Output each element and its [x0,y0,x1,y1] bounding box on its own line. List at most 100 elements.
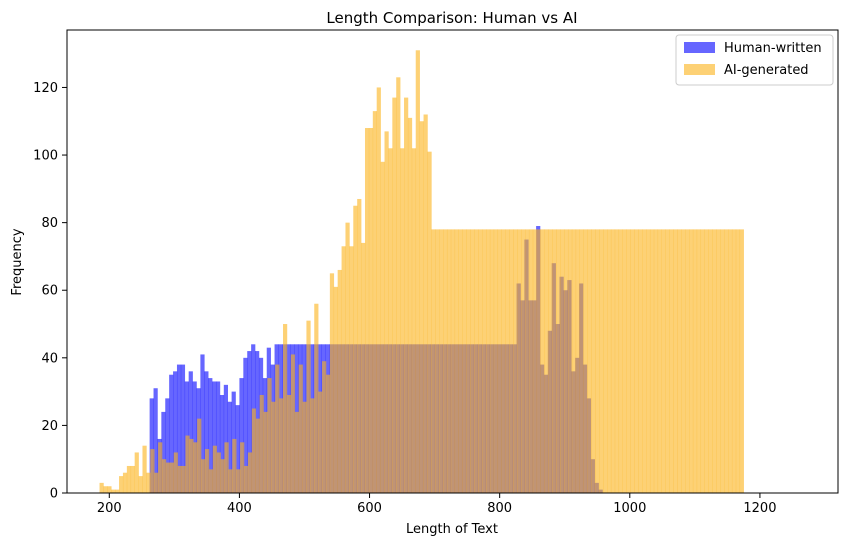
bar-ai [325,374,331,493]
legend-label-ai: AI-generated [724,63,809,78]
bar-ai [528,229,534,493]
bar-ai [466,229,471,493]
bar-ai [497,229,502,493]
bar-human [204,371,209,493]
bar-ai [193,442,198,493]
bar-ai [685,229,690,493]
bar-ai [599,229,604,493]
bar-ai [505,229,510,493]
bar-ai [103,486,108,493]
bar-ai [575,229,580,493]
bar-ai [310,398,315,493]
bar-ai [318,391,323,493]
bar-ai [720,229,725,493]
bar-ai [407,117,413,494]
bar-ai [189,438,194,493]
bar-ai [345,222,350,493]
y-tick-label: 20 [41,419,58,434]
legend-swatch-ai [684,64,715,75]
bar-ai [571,229,577,493]
legend-frame [675,34,834,86]
bar-ai [283,324,288,493]
y-tick-label: 60 [41,284,58,299]
bar-ai [122,472,128,493]
bar-ai [216,452,221,493]
bar-ai [587,229,592,493]
bar-ai [259,394,264,493]
bar-human [239,378,244,493]
bar-human [153,388,158,493]
bar-human [235,405,240,493]
bar-ai [692,229,698,493]
bar-ai [689,229,694,493]
bar-ai [322,361,327,493]
bar-ai [661,229,666,493]
bar-ai [247,452,253,493]
bar-ai [353,205,358,494]
bar-ai [482,229,487,493]
bar-ai [677,229,682,493]
x-tick-label: 600 [357,501,382,516]
bar-ai [446,229,452,493]
bar-ai [544,229,549,493]
bar-ai [489,229,495,493]
bar-human [200,354,205,493]
bar-ai [396,77,401,493]
bar-ai [392,97,397,493]
bar-human [247,351,252,493]
bar-ai [470,229,475,493]
bar-human [192,381,197,493]
bar-ai [384,131,389,493]
bar-ai [595,229,600,493]
bar-ai [306,320,311,493]
bar-ai [263,411,268,493]
bar-ai [185,435,190,493]
bar-ai [556,229,561,493]
bar-ai [161,459,167,493]
bar-ai [560,229,565,493]
bar-ai [521,229,526,493]
y-axis-ticks: 0 20 40 60 80 100 120 [33,81,67,502]
bar-ai [314,303,319,493]
y-axis-label: Frequency [10,228,25,295]
bar-ai [618,229,623,493]
bar-ai [368,128,374,493]
bar-ai [486,229,491,493]
legend-label-human: Human-written [724,41,822,56]
bar-ai [279,398,284,493]
bar-ai [357,198,362,494]
bar-human [227,401,232,493]
legend-swatch-human [684,42,715,53]
bar-human [173,371,178,493]
bar-ai [653,229,659,493]
bar-ai [107,486,112,493]
bar-ai [286,394,292,493]
bar-ai [138,476,143,493]
bar-ai [536,229,541,493]
bar-ai [298,364,303,493]
bar-ai [731,229,737,493]
bar-ai [150,449,155,493]
bar-ai [532,229,538,493]
bar-ai [290,354,296,493]
bar-ai [404,97,409,493]
x-tick-label: 1200 [743,501,776,516]
bar-human [188,371,193,493]
bar-ai [634,229,639,493]
bar-ai [169,462,174,493]
bar-ai [435,229,440,493]
bar-human [176,364,182,493]
bar-ai [204,449,210,493]
bar-ai [443,229,448,493]
ai-generated-bars [99,50,744,494]
bar-ai [704,229,709,493]
bar-ai [458,229,463,493]
bar-ai [739,229,744,493]
bar-ai [173,452,178,493]
bar-ai [236,469,241,493]
bar-ai [583,229,588,493]
bar-ai [380,161,385,494]
y-tick-label: 40 [41,351,58,366]
bar-ai [240,442,245,493]
x-tick-label: 1000 [613,501,646,516]
